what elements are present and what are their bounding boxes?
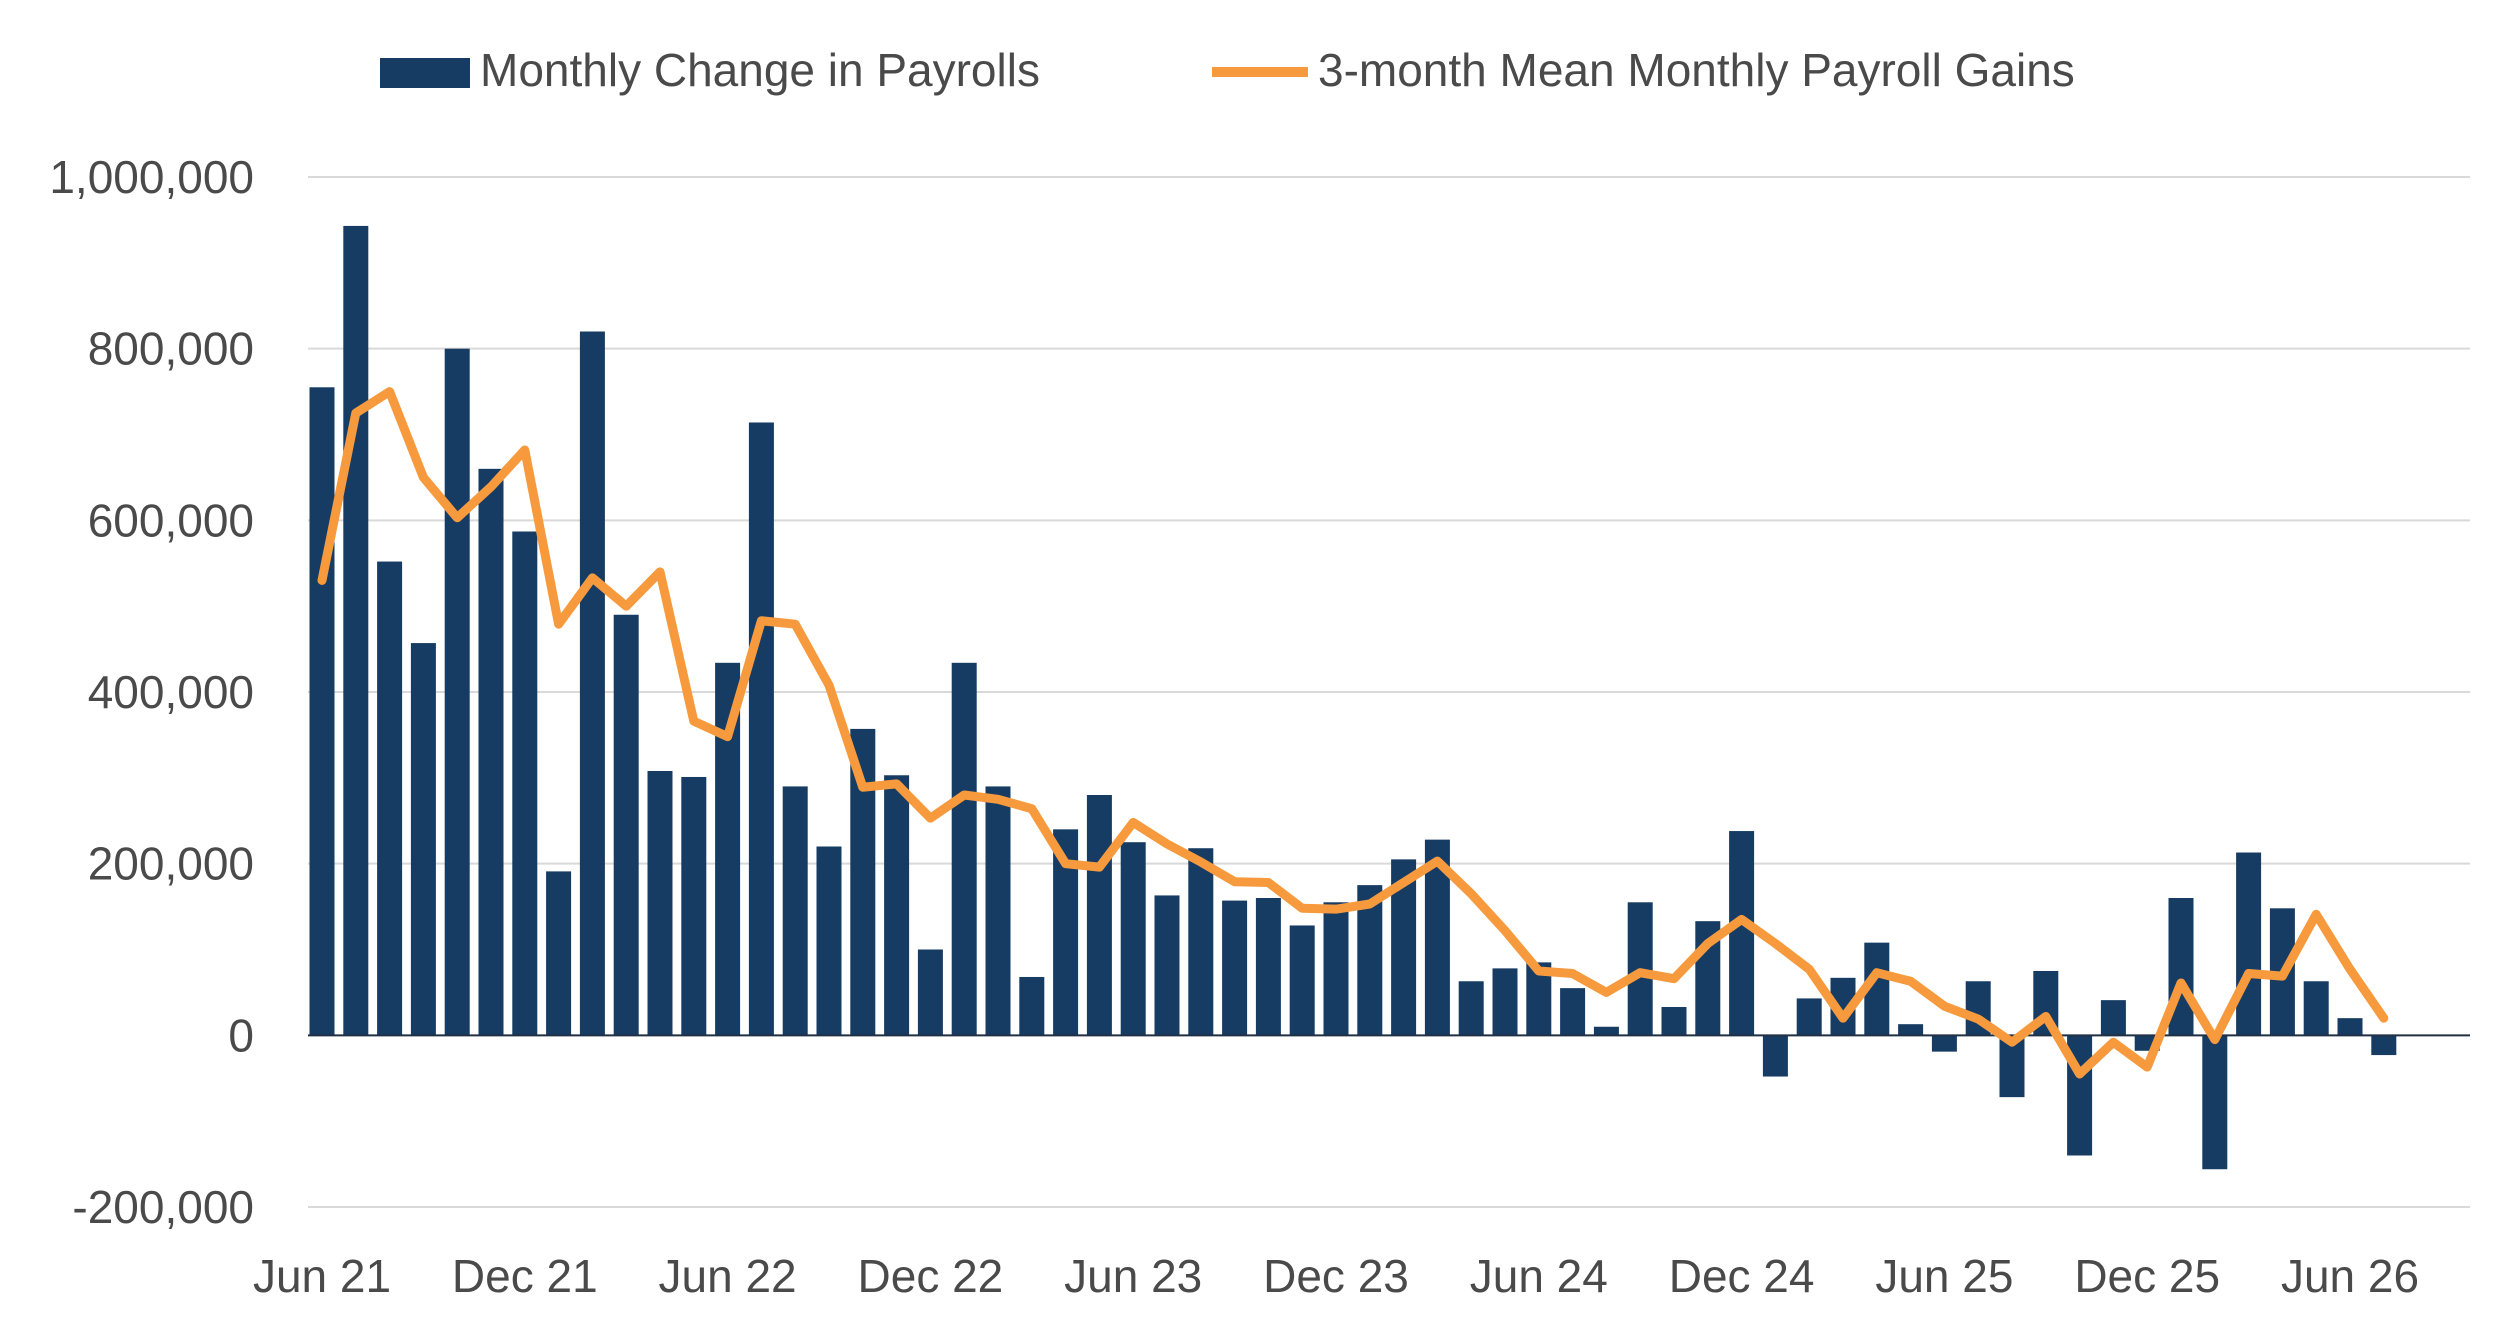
bar <box>951 662 977 1036</box>
x-tick-label: Dec 25 <box>2074 1250 2220 1302</box>
bar <box>647 770 673 1036</box>
bar <box>546 871 572 1036</box>
bar <box>309 387 335 1036</box>
bar <box>2202 1035 2228 1170</box>
bar <box>1289 925 1315 1036</box>
bar <box>1729 831 1755 1036</box>
bar <box>377 561 403 1036</box>
bar <box>2303 981 2329 1036</box>
y-tick-label: 0 <box>228 1009 254 1061</box>
x-tick-label: Jun 26 <box>2281 1250 2419 1302</box>
bar <box>1154 895 1180 1036</box>
bar <box>1222 900 1248 1036</box>
x-tick-label: Dec 23 <box>1263 1250 1409 1302</box>
bar <box>2371 1035 2397 1056</box>
bar <box>1593 1026 1619 1036</box>
bar <box>444 348 470 1036</box>
bar <box>1323 902 1349 1036</box>
bar <box>1492 968 1518 1036</box>
bar <box>1796 998 1822 1036</box>
legend-label-3-month-mean: 3-month Mean Monthly Payroll Gains <box>1318 44 2075 96</box>
bar <box>816 846 842 1036</box>
y-tick-label: 200,000 <box>88 838 254 890</box>
bar <box>748 422 774 1036</box>
bar <box>884 775 910 1036</box>
bar <box>579 331 605 1036</box>
y-axis-tick-labels: -200,000 0 200,000 400,000 600,000 800,000 1,0… <box>49 151 254 1233</box>
bar <box>1898 1024 1924 1036</box>
bar <box>985 786 1011 1036</box>
y-tick-label: 800,000 <box>88 323 254 375</box>
bar <box>2337 1018 2363 1036</box>
bar <box>343 225 369 1036</box>
legend: Monthly Change in Payrolls 3-month Mean … <box>380 44 2075 96</box>
bar <box>1086 795 1112 1036</box>
bar <box>613 614 639 1036</box>
bar <box>1019 976 1045 1036</box>
bar <box>478 468 504 1036</box>
x-tick-label: Dec 21 <box>452 1250 598 1302</box>
y-tick-label: 400,000 <box>88 666 254 718</box>
bar <box>917 949 943 1036</box>
bar <box>1931 1035 1957 1052</box>
bar <box>1255 898 1281 1036</box>
x-tick-label: Jun 25 <box>1875 1250 2013 1302</box>
x-tick-label: Jun 24 <box>1470 1250 1608 1302</box>
x-tick-label: Dec 22 <box>858 1250 1004 1302</box>
bar <box>1120 842 1146 1036</box>
bar <box>1661 1007 1687 1036</box>
bar-series <box>309 225 2397 1170</box>
legend-swatch-monthly-change <box>380 58 470 88</box>
bar <box>1188 848 1214 1036</box>
bar <box>2236 852 2262 1036</box>
bar <box>1762 1035 1788 1077</box>
bar <box>1458 981 1484 1036</box>
x-tick-label: Jun 22 <box>659 1250 797 1302</box>
bar <box>1357 885 1383 1036</box>
bar <box>410 643 436 1036</box>
legend-label-monthly-change: Monthly Change in Payrolls <box>480 44 1040 96</box>
bar <box>681 776 707 1036</box>
bar <box>2100 1000 2126 1036</box>
y-tick-label: -200,000 <box>72 1181 254 1233</box>
y-tick-label: 1,000,000 <box>49 151 254 203</box>
bar <box>1560 988 1586 1036</box>
bar <box>512 531 538 1036</box>
y-tick-label: 600,000 <box>88 494 254 546</box>
bar <box>782 786 808 1036</box>
line-series-3-month-mean <box>317 387 2389 1079</box>
x-axis-tick-labels: Jun 21 Dec 21 Jun 22 Dec 22 Jun 23 Dec 23 Jun … <box>253 1250 2419 1302</box>
x-tick-label: Jun 23 <box>1064 1250 1202 1302</box>
x-tick-label: Jun 21 <box>253 1250 391 1302</box>
x-tick-label: Dec 24 <box>1669 1250 1815 1302</box>
